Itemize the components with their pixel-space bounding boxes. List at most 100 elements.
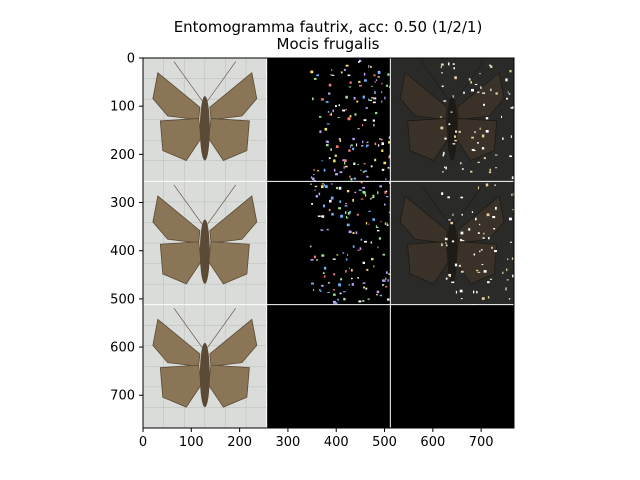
saliency-speck: [377, 191, 379, 195]
saliency-speck: [323, 184, 325, 187]
saliency-speck: [345, 215, 348, 219]
saliency-speck: [327, 282, 330, 284]
saliency-speck: [328, 157, 331, 160]
saliency-speck: [368, 210, 371, 212]
saliency-speck: [335, 186, 338, 190]
saliency-speck: [332, 258, 336, 260]
overlay-speck: [482, 297, 484, 300]
x-tick-label: 400: [324, 435, 349, 450]
moth-body: [199, 219, 210, 284]
overlay-speck: [508, 93, 511, 95]
saliency-speck: [320, 98, 324, 101]
saliency-speck: [350, 178, 353, 181]
saliency-speck: [320, 185, 324, 189]
saliency-speck: [348, 284, 350, 286]
saliency-speck: [357, 164, 360, 166]
saliency-speck: [366, 175, 369, 178]
overlay-speck: [460, 270, 464, 273]
moth-antenna: [421, 61, 450, 102]
overlay-speck: [476, 142, 480, 144]
y-tick-label: 100: [110, 100, 135, 115]
saliency-speck: [321, 160, 323, 162]
saliency-speck: [345, 202, 348, 205]
overlay-speck: [494, 184, 497, 186]
saliency-speck: [357, 128, 360, 130]
overlay-speck: [479, 127, 481, 130]
overlay-speck: [511, 176, 515, 180]
saliency-speck: [362, 171, 366, 173]
overlay-speck: [454, 76, 457, 80]
overlay-speck: [440, 63, 444, 66]
saliency-speck: [363, 119, 367, 122]
moth-antenna: [173, 308, 203, 348]
saliency-speck: [356, 213, 359, 216]
overlay-speck: [461, 213, 463, 216]
saliency-speck: [376, 290, 380, 294]
saliency-speck: [342, 109, 346, 112]
overlay-speck: [479, 223, 481, 226]
x-tick-label: 700: [469, 435, 494, 450]
panel-blank: [266, 304, 391, 428]
moth-wing: [209, 318, 258, 367]
saliency-speck: [364, 79, 367, 82]
saliency-speck: [339, 200, 342, 203]
saliency-speck: [331, 74, 335, 76]
saliency-speck: [325, 143, 329, 147]
saliency-speck: [340, 278, 343, 281]
saliency-speck: [311, 202, 314, 205]
saliency-speck: [358, 189, 362, 192]
saliency-speck: [354, 113, 357, 116]
overlay-speck: [509, 70, 512, 73]
overlay-speck: [471, 88, 474, 92]
saliency-speck: [371, 97, 374, 99]
overlay-speck: [485, 183, 489, 187]
saliency-speck: [323, 168, 326, 172]
overlay-speck: [445, 242, 447, 245]
saliency-speck: [383, 280, 386, 282]
moth-antenna: [173, 61, 203, 102]
saliency-speck: [316, 74, 319, 77]
overlay-speck: [492, 215, 496, 219]
saliency-speck: [370, 65, 372, 69]
overlay-speck: [490, 65, 493, 68]
saliency-speck: [374, 91, 376, 94]
saliency-speck: [346, 189, 350, 193]
moth-body: [447, 219, 458, 284]
saliency-speck: [342, 159, 346, 162]
saliency-background: [266, 58, 391, 182]
saliency-speck: [330, 112, 332, 116]
saliency-speck: [362, 190, 366, 194]
saliency-speck: [381, 149, 384, 153]
saliency-speck: [347, 117, 351, 121]
overlay-speck: [483, 103, 485, 106]
overlay-speck: [445, 277, 448, 280]
saliency-speck: [321, 284, 324, 287]
saliency-speck: [314, 185, 318, 188]
panel-photo: [143, 304, 267, 428]
overlay-speck: [487, 281, 490, 284]
saliency-speck: [328, 208, 331, 212]
overlay-speck: [454, 263, 458, 267]
y-tick-label: 200: [110, 148, 135, 163]
saliency-speck: [345, 270, 347, 273]
saliency-speck: [379, 294, 383, 297]
moth-antenna: [207, 308, 236, 348]
saliency-speck: [374, 81, 376, 83]
saliency-speck: [388, 155, 391, 159]
saliency-speck: [368, 65, 370, 68]
overlay-speck: [451, 240, 455, 243]
y-axis: 0 100 200 300 400 500 600 700: [110, 52, 143, 404]
overlay-speck: [506, 279, 509, 281]
saliency-speck: [343, 291, 346, 293]
saliency-speck: [312, 177, 315, 181]
overlay-speck: [486, 213, 490, 217]
overlay-speck: [443, 100, 447, 102]
overlay-speck: [473, 253, 476, 256]
saliency-speck: [335, 145, 339, 148]
saliency-speck: [381, 91, 383, 94]
y-tick-label: 700: [110, 389, 135, 404]
saliency-speck: [313, 255, 316, 259]
saliency-speck: [344, 161, 346, 165]
saliency-speck: [345, 108, 347, 111]
overlay-speck: [452, 95, 454, 98]
